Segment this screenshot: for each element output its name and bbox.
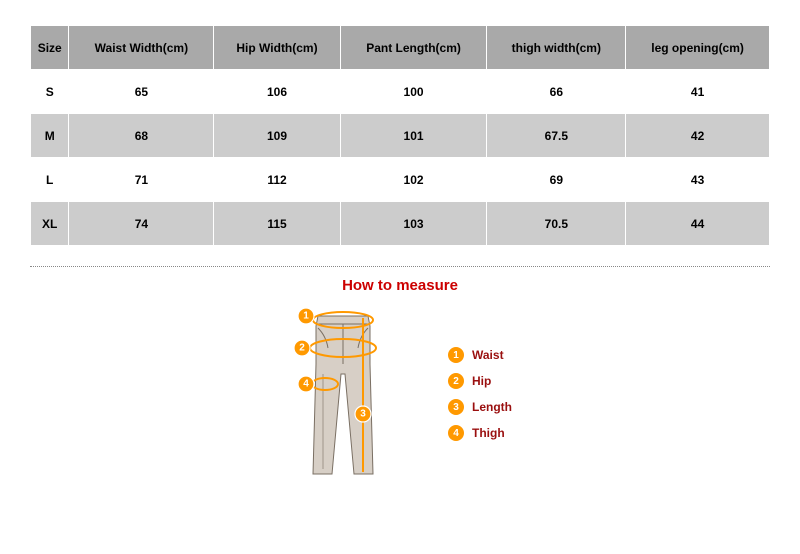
legend-item-thigh: 4 Thigh: [448, 425, 512, 441]
svg-text:3: 3: [360, 409, 366, 420]
table-row: M 68 109 101 67.5 42: [31, 114, 770, 158]
cell: 109: [214, 114, 340, 158]
cell: 115: [214, 202, 340, 246]
sizing-table-body: S 65 106 100 66 41 M 68 109 101 67.5 42 …: [31, 70, 770, 246]
how-to-measure-section: How to measure 1: [30, 277, 770, 484]
cell: 66: [487, 70, 626, 114]
col-hip: Hip Width(cm): [214, 26, 340, 70]
measure-legend: 1 Waist 2 Hip 3 Length 4 Thigh: [448, 337, 512, 451]
col-size: Size: [31, 26, 69, 70]
table-row: S 65 106 100 66 41: [31, 70, 770, 114]
measure-diagram-area: 1 2 3 4 1 Waist 2 Hip 3 Length 4 T: [30, 304, 770, 484]
cell: 106: [214, 70, 340, 114]
cell: 67.5: [487, 114, 626, 158]
pants-diagram-icon: 1 2 3 4: [288, 304, 398, 484]
cell: 70.5: [487, 202, 626, 246]
svg-text:4: 4: [303, 379, 309, 390]
cell: 68: [69, 114, 214, 158]
svg-text:2: 2: [299, 343, 305, 354]
cell: M: [31, 114, 69, 158]
legend-badge-icon: 2: [448, 373, 464, 389]
cell: 41: [626, 70, 770, 114]
cell: 71: [69, 158, 214, 202]
col-waist: Waist Width(cm): [69, 26, 214, 70]
cell: 65: [69, 70, 214, 114]
legend-label: Length: [472, 400, 512, 414]
sizing-table-head: Size Waist Width(cm) Hip Width(cm) Pant …: [31, 26, 770, 70]
cell: 44: [626, 202, 770, 246]
legend-item-hip: 2 Hip: [448, 373, 512, 389]
table-row: L 71 112 102 69 43: [31, 158, 770, 202]
cell: XL: [31, 202, 69, 246]
cell: 103: [340, 202, 487, 246]
legend-label: Thigh: [472, 426, 505, 440]
cell: L: [31, 158, 69, 202]
col-pant-length: Pant Length(cm): [340, 26, 487, 70]
legend-badge-icon: 1: [448, 347, 464, 363]
table-row: XL 74 115 103 70.5 44: [31, 202, 770, 246]
legend-label: Waist: [472, 348, 504, 362]
svg-text:1: 1: [303, 311, 309, 322]
cell: 69: [487, 158, 626, 202]
sizing-table: Size Waist Width(cm) Hip Width(cm) Pant …: [30, 25, 770, 246]
cell: 100: [340, 70, 487, 114]
cell: 101: [340, 114, 487, 158]
cell: 43: [626, 158, 770, 202]
legend-badge-icon: 4: [448, 425, 464, 441]
col-leg-opening: leg opening(cm): [626, 26, 770, 70]
col-thigh: thigh width(cm): [487, 26, 626, 70]
cell: S: [31, 70, 69, 114]
how-to-measure-title: How to measure: [30, 277, 770, 294]
legend-item-waist: 1 Waist: [448, 347, 512, 363]
legend-label: Hip: [472, 374, 491, 388]
legend-badge-icon: 3: [448, 399, 464, 415]
cell: 112: [214, 158, 340, 202]
cell: 42: [626, 114, 770, 158]
section-divider: [30, 266, 770, 267]
cell: 102: [340, 158, 487, 202]
cell: 74: [69, 202, 214, 246]
legend-item-length: 3 Length: [448, 399, 512, 415]
